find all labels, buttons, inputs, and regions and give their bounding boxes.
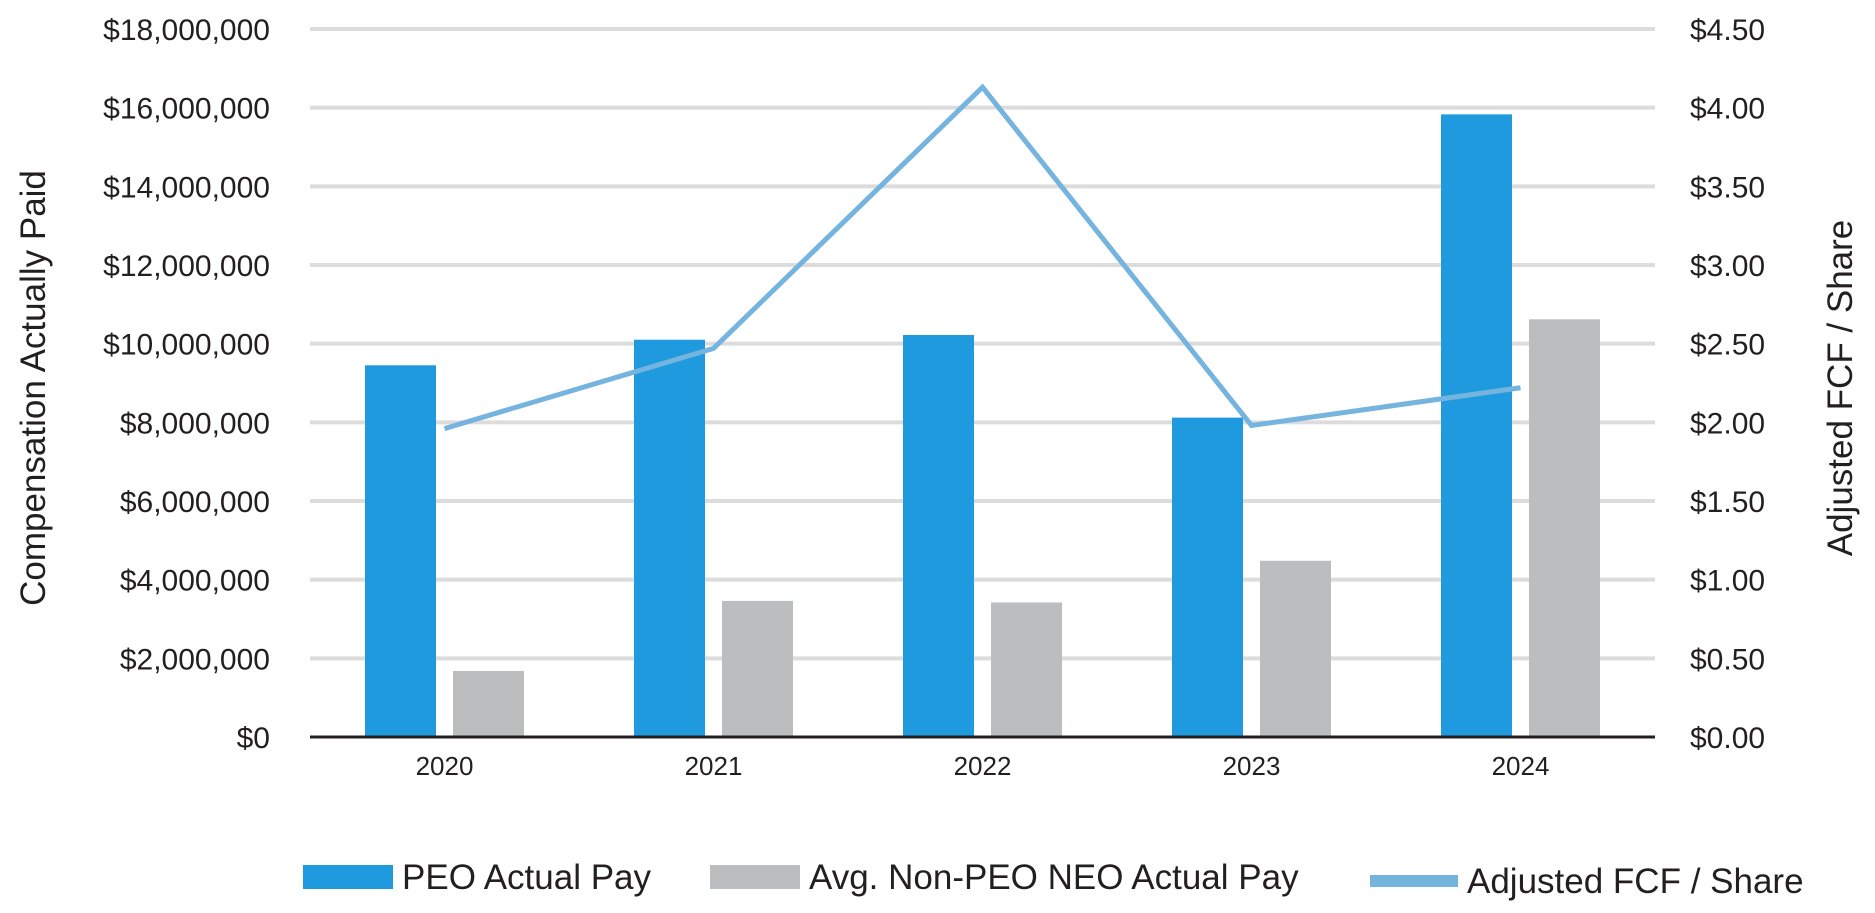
- legend-swatch-peo: [303, 865, 393, 889]
- bar-non-peo-2021: [722, 600, 793, 737]
- bar-peo-2020: [365, 365, 436, 737]
- x-tick-label: 2022: [954, 751, 1012, 781]
- legend-label-peo: PEO Actual Pay: [402, 858, 652, 897]
- fcf-line-group: [443, 83, 1521, 432]
- left-tick-label: $0: [237, 722, 270, 755]
- right-tick-label: $0.00: [1690, 722, 1765, 755]
- left-tick-label: $6,000,000: [120, 486, 270, 519]
- right-axis-ticks: $0.00 $0.50 $1.00 $1.50 $2.00 $2.50 $3.00 $3.50…: [1690, 14, 1765, 755]
- right-tick-label: $1.00: [1690, 565, 1765, 598]
- right-tick-label: $4.50: [1690, 14, 1765, 47]
- right-tick-label: $1.50: [1690, 486, 1765, 519]
- bar-non-peo-2023: [1260, 560, 1331, 737]
- x-tick-label: 2021: [685, 751, 743, 781]
- bar-peo-2022: [903, 335, 974, 737]
- right-tick-label: $3.00: [1690, 250, 1765, 283]
- right-tick-label: $4.00: [1690, 93, 1765, 126]
- bar-non-peo-2020: [453, 670, 524, 737]
- legend: PEO Actual Pay Avg. Non-PEO NEO Actual P…: [303, 858, 1804, 901]
- left-tick-label: $12,000,000: [103, 250, 270, 283]
- x-axis-ticks: 2020 2021 2022 2023 2024: [416, 751, 1550, 781]
- bar-non-peo-2024: [1529, 319, 1600, 737]
- right-tick-label: $2.00: [1690, 407, 1765, 440]
- left-axis-ticks: $0 $2,000,000 $4,000,000 $6,000,000 $8,000,0…: [103, 14, 270, 755]
- left-tick-label: $4,000,000: [120, 565, 270, 598]
- left-tick-label: $18,000,000: [103, 14, 270, 47]
- legend-swatch-non-peo: [710, 865, 800, 889]
- x-tick-label: 2020: [416, 751, 474, 781]
- bar-peo-2021: [634, 339, 705, 737]
- bar-non-peo-2022: [991, 602, 1062, 737]
- x-tick-label: 2024: [1492, 751, 1550, 781]
- left-tick-label: $10,000,000: [103, 329, 270, 362]
- right-axis-title: Adjusted FCF / Share: [1821, 220, 1860, 557]
- left-axis-title: Compensation Actually Paid: [14, 170, 53, 606]
- x-tick-label: 2023: [1223, 751, 1281, 781]
- legend-label-fcf: Adjusted FCF / Share: [1467, 862, 1804, 901]
- bar-peo-2024: [1441, 114, 1512, 737]
- bar-peo-2023: [1172, 417, 1243, 737]
- left-tick-label: $14,000,000: [103, 171, 270, 204]
- right-tick-label: $3.50: [1690, 171, 1765, 204]
- right-tick-label: $0.50: [1690, 643, 1765, 676]
- bars: [365, 114, 1600, 737]
- left-tick-label: $2,000,000: [120, 643, 270, 676]
- left-tick-label: $8,000,000: [120, 407, 270, 440]
- gridlines: [310, 27, 1655, 661]
- legend-label-non-peo: Avg. Non-PEO NEO Actual Pay: [809, 858, 1299, 897]
- right-tick-label: $2.50: [1690, 329, 1765, 362]
- fcf-line: [443, 83, 1521, 432]
- left-tick-label: $16,000,000: [103, 93, 270, 126]
